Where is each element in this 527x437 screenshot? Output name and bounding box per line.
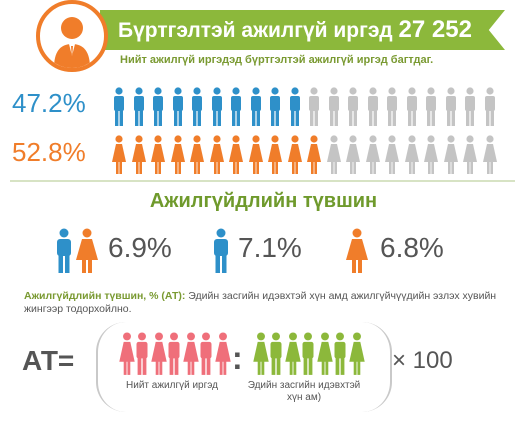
denominator-caption: Эдийн засгийн идэвхтэй хүн ам) (244, 380, 364, 404)
female-person-icon (170, 134, 186, 176)
formula-colon: : (232, 340, 243, 377)
numerator-caption: Нийт ажилгүй иргэд (112, 380, 232, 391)
female-share-value: 52.8% (12, 137, 86, 168)
male-person-icon (327, 86, 341, 128)
male-person-icon (268, 86, 282, 128)
female-person-icon (189, 134, 205, 176)
male-person-icon (210, 86, 224, 128)
female-person-icon (384, 134, 400, 176)
section-divider (10, 180, 515, 182)
female-person-icon (482, 134, 498, 176)
female-person-icon (365, 134, 381, 176)
male-person-icon (366, 86, 380, 128)
male-person-icon (132, 86, 146, 128)
section-title: Ажилгүйдлийн түвшин (0, 190, 527, 213)
formula-person-icon (268, 332, 284, 376)
male-female-pair-icon (52, 228, 100, 279)
male-person-icon (424, 86, 438, 128)
female-rate-value: 6.8% (380, 232, 444, 264)
page-title: Бүртгэлтэй ажилгүй иргэд 27 252 (118, 10, 472, 50)
female-person-icon (228, 134, 244, 176)
formula-person-icon (134, 332, 150, 376)
total-rate-value: 6.9% (108, 232, 172, 264)
male-person-icon (444, 86, 458, 128)
formula-multiplier: × 100 (392, 347, 453, 375)
female-person-icon (287, 134, 303, 176)
male-person-icon (229, 86, 243, 128)
female-person-icon (111, 134, 127, 176)
male-person-icon (151, 86, 165, 128)
female-person-icon (443, 134, 459, 176)
female-person-icon (404, 134, 420, 176)
male-person-icon (307, 86, 321, 128)
formula-person-icon (348, 332, 366, 376)
header-title-text: Бүртгэлтэй ажилгүй иргэд (118, 19, 393, 42)
female-icon (344, 228, 370, 279)
formula-person-icon (332, 332, 348, 376)
male-person-icon (171, 86, 185, 128)
female-person-icon (209, 134, 225, 176)
female-person-icon (326, 134, 342, 176)
rate-definition: Ажилгүйдлийн түвшин, % (АТ): Эдийн засги… (24, 290, 514, 316)
male-person-icon (385, 86, 399, 128)
male-person-icon (190, 86, 204, 128)
male-person-icon (463, 86, 477, 128)
male-person-icon (346, 86, 360, 128)
formula-person-icon (198, 332, 214, 376)
male-share-value: 47.2% (12, 88, 86, 119)
female-person-icon (248, 134, 264, 176)
formula-person-icon (166, 332, 182, 376)
male-person-icon (288, 86, 302, 128)
male-person-icon (483, 86, 497, 128)
male-person-icon (405, 86, 419, 128)
formula-person-icon (214, 332, 232, 376)
formula-lhs: АТ= (22, 345, 74, 377)
female-person-icon (267, 134, 283, 176)
formula-right-paren (362, 322, 392, 412)
male-icon (210, 228, 232, 279)
header-subtitle: Нийт ажилгүй иргэдэд бүртгэлтэй ажилгүй … (120, 54, 433, 66)
male-person-icon (112, 86, 126, 128)
header-total: 27 252 (399, 16, 472, 43)
male-rate-value: 7.1% (238, 232, 302, 264)
person-avatar-icon (36, 0, 108, 72)
female-person-icon (462, 134, 478, 176)
female-person-icon (345, 134, 361, 176)
formula-person-icon (300, 332, 316, 376)
female-person-icon (306, 134, 322, 176)
definition-label: Ажилгүйдлийн түвшин, % (АТ): (24, 290, 185, 302)
female-person-icon (150, 134, 166, 176)
female-person-icon (423, 134, 439, 176)
female-person-icon (131, 134, 147, 176)
male-person-icon (249, 86, 263, 128)
